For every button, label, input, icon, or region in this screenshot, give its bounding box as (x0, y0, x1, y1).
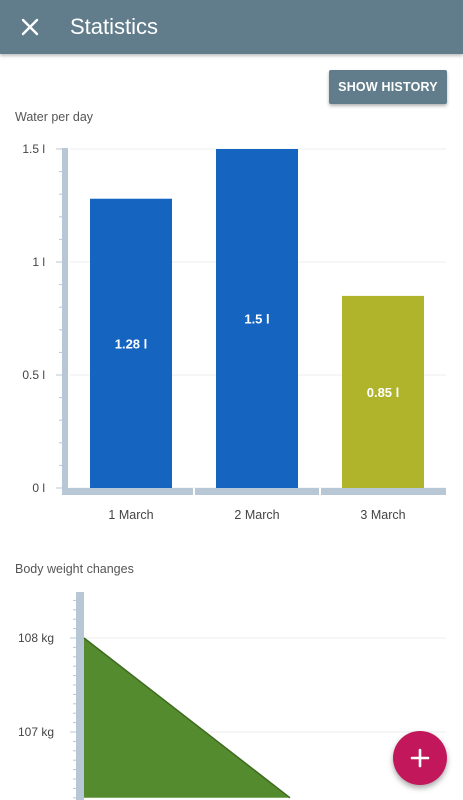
y-axis (62, 148, 68, 494)
add-entry-button[interactable] (393, 731, 447, 785)
x-tick-label: 3 March (360, 508, 405, 522)
bar-value-label: 0.85 l (367, 385, 400, 400)
show-history-button[interactable]: SHOW HISTORY (329, 70, 447, 104)
y-tick-label: 1.5 l (22, 142, 45, 156)
bar-value-label: 1.5 l (244, 312, 269, 327)
x-axis-separator (193, 488, 195, 495)
x-axis (62, 488, 446, 495)
close-icon (21, 18, 39, 36)
bar (90, 198, 172, 488)
app-bar: Statistics (0, 0, 463, 54)
y-tick-label: 107 kg (18, 725, 54, 739)
page-title: Statistics (70, 14, 159, 39)
bar (216, 149, 298, 488)
y-tick-label: 0 l (32, 481, 45, 495)
y-axis (76, 592, 84, 800)
bar (342, 295, 424, 488)
x-tick-label: 2 March (234, 508, 279, 522)
y-tick-label: 0.5 l (22, 368, 45, 382)
y-tick-label: 1 l (32, 255, 45, 269)
bar-value-label: 1.28 l (115, 336, 148, 351)
weight-line (83, 637, 291, 799)
x-tick-label: 1 March (108, 508, 153, 522)
plus-icon (410, 748, 430, 768)
close-button[interactable] (14, 11, 46, 43)
weight-chart-title: Body weight changes (15, 562, 134, 576)
y-tick-label: 108 kg (18, 631, 54, 645)
x-axis-separator (319, 488, 321, 495)
water-chart-title: Water per day (15, 110, 94, 124)
water-per-day-chart: 0 l 0.5 l 1 l 1.5 l 1.28 l 1 March 1.5 l 2 Marc… (22, 142, 446, 522)
